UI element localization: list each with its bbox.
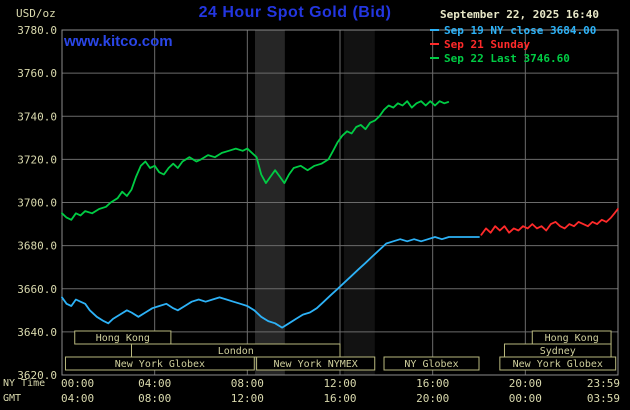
y-tick-label: 3620.0: [17, 369, 57, 382]
legend-label: Sep 21 Sunday: [444, 37, 531, 51]
series-line-2: [480, 208, 619, 236]
y-tick-label: 3780.0: [17, 24, 57, 37]
legend-marker: [430, 57, 439, 59]
plot-border: [61, 29, 619, 376]
unit-label: USD/oz: [16, 7, 56, 20]
session-label: New York Globex: [513, 359, 603, 370]
x-tick-gmt: 12:00: [231, 392, 264, 405]
series-line-3: [61, 100, 450, 221]
ny-time-axis-label: NY Time: [3, 378, 46, 389]
session-box: [383, 356, 480, 371]
legend-label: Sep 19 NY close 3684.00: [444, 23, 597, 37]
x-tick-gmt: 04:00: [61, 392, 94, 405]
y-tick-label: 3660.0: [17, 283, 57, 296]
kitco-watermark-link[interactable]: www.kitco.com: [64, 33, 173, 50]
x-tick-ny: 04:00: [138, 377, 171, 390]
legend: Sep 19 NY close 3684.00 Sep 21 Sunday Sep …: [430, 23, 596, 65]
x-tick-gmt: 20:00: [416, 392, 449, 405]
datetime-label: September 22, 2025 16:40: [440, 8, 599, 21]
x-tick-ny: 12:00: [323, 377, 356, 390]
session-box: [64, 356, 255, 371]
session-label: Hong Kong: [545, 333, 599, 344]
x-tick-ny: 08:00: [231, 377, 264, 390]
session-label: New York NYMEX: [274, 359, 358, 370]
x-tick-ny: 20:00: [509, 377, 542, 390]
y-tick-label: 3740.0: [17, 110, 57, 123]
series-line-1: [61, 236, 480, 329]
x-tick-gmt: 00:00: [509, 392, 542, 405]
legend-item: Sep 22 Last 3746.60: [430, 51, 596, 65]
x-tick-gmt: 08:00: [138, 392, 171, 405]
x-tick-ny: 16:00: [416, 377, 449, 390]
session-label: Sydney: [540, 346, 576, 357]
x-tick-gmt: 16:00: [323, 392, 356, 405]
y-tick-label: 3760.0: [17, 67, 57, 80]
session-box: [499, 356, 617, 371]
session-label: NY Globex: [404, 359, 458, 370]
legend-marker: [430, 43, 439, 45]
session-box: [74, 330, 172, 345]
y-tick-label: 3640.0: [17, 326, 57, 339]
y-tick-label: 3680.0: [17, 240, 57, 253]
legend-label: Sep 22 Last 3746.60: [444, 51, 570, 65]
y-tick-label: 3720.0: [17, 153, 57, 166]
y-tick-label: 3700.0: [17, 197, 57, 210]
session-label: New York Globex: [115, 359, 205, 370]
legend-marker: [430, 29, 439, 31]
session-box: [256, 356, 376, 371]
session-label: London: [218, 346, 254, 357]
legend-item: Sep 19 NY close 3684.00: [430, 23, 596, 37]
x-tick-gmt: 03:59: [587, 392, 620, 405]
legend-item: Sep 21 Sunday: [430, 37, 596, 51]
chart-title: 24 Hour Spot Gold (Bid): [198, 4, 392, 21]
x-tick-ny: 00:00: [61, 377, 94, 390]
gmt-axis-label: GMT: [3, 393, 22, 404]
x-tick-ny: 23:59: [587, 377, 620, 390]
session-label: Hong Kong: [96, 333, 150, 344]
